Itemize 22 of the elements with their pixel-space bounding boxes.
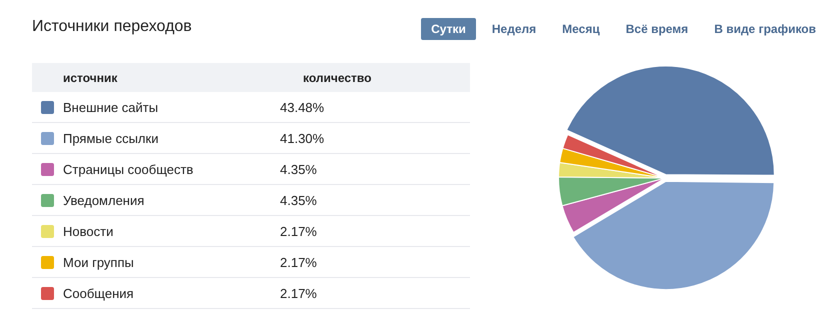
chart-title: Источники переходов <box>32 18 192 36</box>
text: количество <box>303 70 372 84</box>
data-label: 43.48% <box>279 100 324 114</box>
data-label: 41.30% <box>279 130 324 146</box>
data-label: 4.35% <box>279 162 317 176</box>
legend-label: Мои группы <box>63 254 135 270</box>
legend-label: Внешние сайты <box>63 100 160 114</box>
legend-label: Уведомления <box>63 192 146 208</box>
text: Месяц <box>561 21 601 38</box>
text: источник <box>62 70 118 84</box>
text: Сутки <box>421 18 476 40</box>
data-label: 4.35% <box>279 192 317 208</box>
legend-label: Страницы сообществ <box>63 162 194 176</box>
text: В виде графиков <box>713 21 817 38</box>
text: Неделя <box>490 21 538 38</box>
data-label: 2.17% <box>279 286 317 300</box>
data-label: 2.17% <box>279 224 317 238</box>
data-label: 2.17% <box>279 254 317 270</box>
text: Всё время <box>624 21 690 38</box>
legend-label: Сообщения <box>63 286 135 300</box>
legend-label: Прямые ссылки <box>63 130 160 146</box>
legend-label: Новости <box>63 224 114 238</box>
